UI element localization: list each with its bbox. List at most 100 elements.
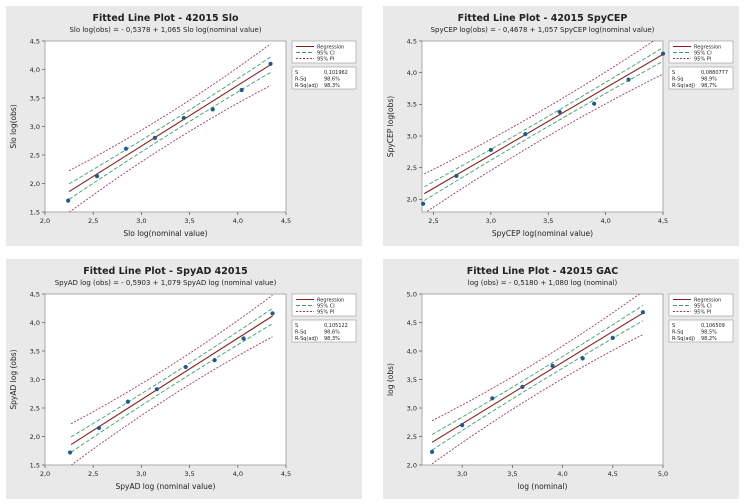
- pi-upper-line: [70, 294, 273, 425]
- data-point: [96, 425, 102, 431]
- data-point: [183, 364, 188, 370]
- chart-subtitle: SpyAD log (obs) = - 0,5903 + 1,079 SpyAD…: [55, 279, 277, 287]
- y-tick-label: 4,0: [30, 319, 40, 327]
- x-tick-label: 3,0: [136, 217, 146, 225]
- data-point: [66, 198, 71, 203]
- y-tick-label: 2,0: [407, 461, 417, 469]
- data-point: [610, 335, 615, 340]
- chart-title: Fitted Line Plot - 42015 Slo: [92, 13, 239, 24]
- data-point: [520, 384, 525, 390]
- data-point: [490, 396, 495, 401]
- data-point: [125, 399, 131, 404]
- data-point: [67, 450, 73, 455]
- data-point: [212, 358, 217, 363]
- x-tick-label: 3,0: [136, 470, 146, 478]
- x-tick-label: 2,0: [40, 470, 50, 478]
- data-point: [660, 51, 666, 56]
- ci-lower-line: [68, 72, 271, 200]
- chart-svg: Fitted Line Plot - 42015 SpyCEP SpyCEP lo…: [386, 13, 734, 238]
- ci-upper-line: [424, 47, 663, 188]
- y-tick-label: 4,0: [30, 66, 40, 74]
- data-point: [626, 77, 631, 82]
- x-tick-label: 3,0: [457, 470, 467, 478]
- ci-upper-line: [70, 307, 273, 438]
- x-axis-label: SpyCEP log(nominal value): [492, 229, 593, 238]
- stats-box: [668, 66, 734, 90]
- stat-label: R-Sq(adj): [295, 336, 318, 342]
- data-point: [454, 173, 459, 178]
- y-tick-label: 2,0: [30, 433, 40, 441]
- fit-lines: [68, 43, 271, 212]
- y-tick-label: 2,0: [407, 196, 417, 204]
- x-tick-label: 4,5: [658, 217, 668, 225]
- chart-subtitle: Slo log(obs) = - 0,5378 + 1,065 Slo log(…: [69, 26, 261, 34]
- chart-subtitle: SpyCEP log(obs) = - 0,4678 + 1,057 SpyCE…: [431, 26, 655, 34]
- y-tick-label: 2,5: [407, 433, 417, 441]
- stat-label: R-Sq(adj): [672, 336, 695, 342]
- stat-label: R-Sq(adj): [295, 83, 318, 89]
- x-tick-label: 2,0: [40, 217, 50, 225]
- y-axis-label: SpyCEP log(obs): [386, 96, 395, 157]
- regression-line: [70, 315, 273, 445]
- data-point: [154, 387, 159, 392]
- fit-lines: [424, 41, 663, 212]
- x-tick-label: 4,0: [233, 470, 243, 478]
- x-tick-label: 3,5: [184, 217, 194, 225]
- stat-label: S: [672, 323, 675, 329]
- y-tick-label: 2,5: [30, 151, 40, 159]
- y-tick-label: 4,5: [407, 319, 417, 327]
- stat-value: 0,106509: [701, 323, 725, 329]
- x-tick-label: 3,0: [486, 217, 496, 225]
- data-point: [557, 109, 562, 115]
- y-axis-label: SpyAD log (obs): [9, 349, 18, 409]
- y-tick-label: 4,5: [30, 290, 40, 298]
- chart-panel-spyad: Fitted Line Plot - SpyAD 42015 SpyAD log …: [6, 259, 362, 499]
- y-tick-label: 2,5: [30, 404, 40, 412]
- chart-svg: Fitted Line Plot - 42015 Slo Slo log(obs)…: [9, 13, 357, 238]
- x-axis-label: Slo log(nominal value): [123, 229, 207, 238]
- ci-upper-line: [431, 304, 644, 436]
- ci-lower-line: [70, 323, 273, 453]
- data-point: [421, 201, 426, 206]
- pi-lower-line: [68, 85, 271, 212]
- data-point: [523, 132, 528, 137]
- legend-label: 95% CI: [317, 303, 335, 309]
- y-tick-label: 3,5: [30, 347, 40, 355]
- chart-title: Fitted Line Plot - 42015 GAC: [467, 266, 619, 277]
- y-tick-label: 3,0: [30, 123, 40, 131]
- stat-label: S: [672, 70, 675, 76]
- pi-upper-line: [424, 41, 655, 175]
- y-tick-label: 5,0: [407, 290, 417, 298]
- ci-lower-line: [431, 320, 644, 451]
- plot-area: [44, 293, 287, 466]
- stat-label: S: [295, 70, 298, 76]
- y-tick-label: 1,5: [30, 208, 40, 216]
- data-point: [94, 173, 100, 179]
- x-tick-label: 5,0: [658, 470, 668, 478]
- data-point: [181, 115, 186, 121]
- data-point: [460, 423, 465, 428]
- x-tick-label: 4,5: [608, 470, 618, 478]
- stat-value: 98,6%: [324, 330, 340, 336]
- data-point: [241, 336, 246, 341]
- data-point: [270, 311, 275, 316]
- stat-label: R-Sq: [672, 77, 683, 83]
- y-tick-label: 4,0: [407, 347, 417, 355]
- legend-label: 95% PI: [317, 309, 334, 315]
- data-point: [210, 107, 215, 112]
- data-point: [429, 449, 435, 454]
- stat-value: 98,7%: [701, 83, 717, 89]
- data-point: [152, 135, 157, 140]
- stat-value: 98,3%: [324, 336, 340, 342]
- fit-lines: [70, 294, 273, 465]
- stats-box: [668, 319, 734, 343]
- pi-lower-line: [425, 73, 663, 212]
- stat-label: R-Sq: [295, 77, 306, 83]
- legend-label: 95% CI: [317, 50, 335, 56]
- legend-label: Regression: [317, 44, 344, 50]
- data-point: [580, 356, 585, 361]
- x-axis-label: log (nominal): [518, 482, 568, 491]
- x-tick-label: 4,0: [600, 217, 610, 225]
- regression-line: [424, 53, 663, 195]
- y-tick-label: 4,5: [407, 37, 417, 45]
